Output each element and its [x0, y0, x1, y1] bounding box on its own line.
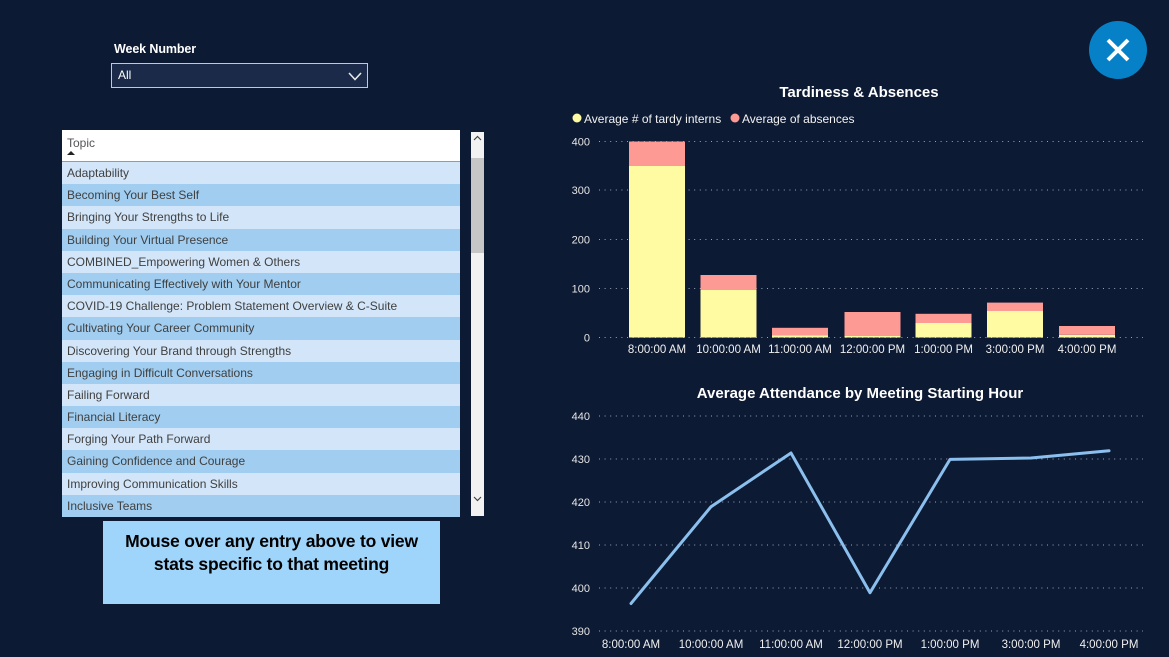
svg-text:11:00:00 AM: 11:00:00 AM: [768, 344, 832, 356]
svg-text:100: 100: [572, 284, 590, 296]
svg-text:430: 430: [572, 454, 590, 466]
svg-text:420: 420: [572, 497, 590, 509]
svg-text:Tardiness & Absences: Tardiness & Absences: [779, 84, 938, 101]
svg-text:3:00:00 PM: 3:00:00 PM: [1002, 639, 1061, 651]
svg-text:4:00:00 PM: 4:00:00 PM: [1058, 344, 1117, 356]
svg-text:300: 300: [572, 185, 590, 197]
svg-text:1:00:00 PM: 1:00:00 PM: [914, 344, 973, 356]
svg-text:Average Attendance by Meeting: Average Attendance by Meeting Starting H…: [697, 385, 1024, 402]
svg-text:400: 400: [572, 137, 590, 149]
svg-text:400: 400: [572, 583, 590, 595]
svg-text:12:00:00 PM: 12:00:00 PM: [840, 344, 905, 356]
svg-text:4:00:00 PM: 4:00:00 PM: [1080, 639, 1139, 651]
svg-text:Average # of tardy interns: Average # of tardy interns: [584, 112, 721, 126]
svg-text:10:00:00 AM: 10:00:00 AM: [696, 344, 761, 356]
svg-text:3:00:00 PM: 3:00:00 PM: [986, 344, 1045, 356]
svg-text:1:00:00 PM: 1:00:00 PM: [921, 639, 980, 651]
svg-text:11:00:00 AM: 11:00:00 AM: [759, 639, 823, 651]
svg-text:Average of absences: Average of absences: [742, 112, 855, 126]
svg-text:10:00:00 AM: 10:00:00 AM: [679, 639, 744, 651]
svg-text:440: 440: [572, 411, 590, 423]
svg-text:390: 390: [572, 626, 590, 638]
svg-text:0: 0: [584, 333, 590, 345]
svg-text:12:00:00 PM: 12:00:00 PM: [837, 639, 902, 651]
svg-text:410: 410: [572, 540, 590, 552]
svg-text:8:00:00 AM: 8:00:00 AM: [628, 344, 686, 356]
svg-text:200: 200: [572, 235, 590, 247]
svg-text:8:00:00 AM: 8:00:00 AM: [602, 639, 660, 651]
